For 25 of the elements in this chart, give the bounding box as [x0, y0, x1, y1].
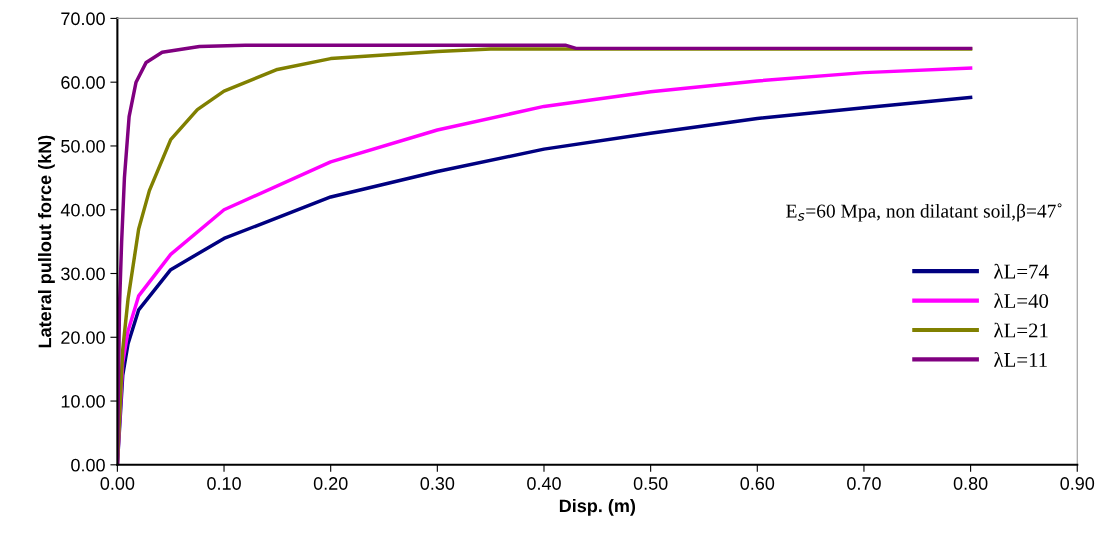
y-tick-label: 50.00: [61, 139, 105, 153]
x-tick-label: 0.70: [847, 477, 881, 490]
x-tick-label: 0.40: [527, 477, 561, 490]
x-tick-label: 0.50: [633, 477, 668, 490]
x-tick-label: 0.20: [313, 477, 348, 490]
x-tick-label: 0.30: [420, 477, 455, 490]
annotation: E$_{s}$=60 Mpa, non dilatant soil,β=47˚: [786, 203, 1062, 222]
legend-label: λL=21: [994, 322, 1048, 338]
x-tick-label: 0.10: [207, 477, 241, 490]
legend-label: λL=11: [994, 352, 1047, 367]
x-tick-label: 0.90: [1060, 477, 1095, 490]
x-tick-label: 0.60: [740, 477, 775, 490]
y-tick-label: 20.00: [61, 331, 105, 344]
y-tick-label: 40.00: [60, 203, 105, 217]
y-tick-label: 0.00: [71, 458, 105, 472]
x-axis-title: Disp. (m): [559, 499, 636, 516]
y-tick-label: 30.00: [61, 267, 105, 281]
y-axis-title: Lateral pullout force (kN): [38, 135, 55, 348]
x-tick-label: 0.00: [100, 477, 135, 490]
legend-label: λL=74: [994, 263, 1049, 279]
y-tick-label: 70.00: [61, 12, 105, 26]
legend-label: λL=40: [994, 293, 1049, 309]
y-tick-label: 60.00: [61, 76, 105, 89]
y-tick-label: 10.00: [61, 394, 105, 408]
x-tick-label: 0.80: [953, 477, 988, 490]
